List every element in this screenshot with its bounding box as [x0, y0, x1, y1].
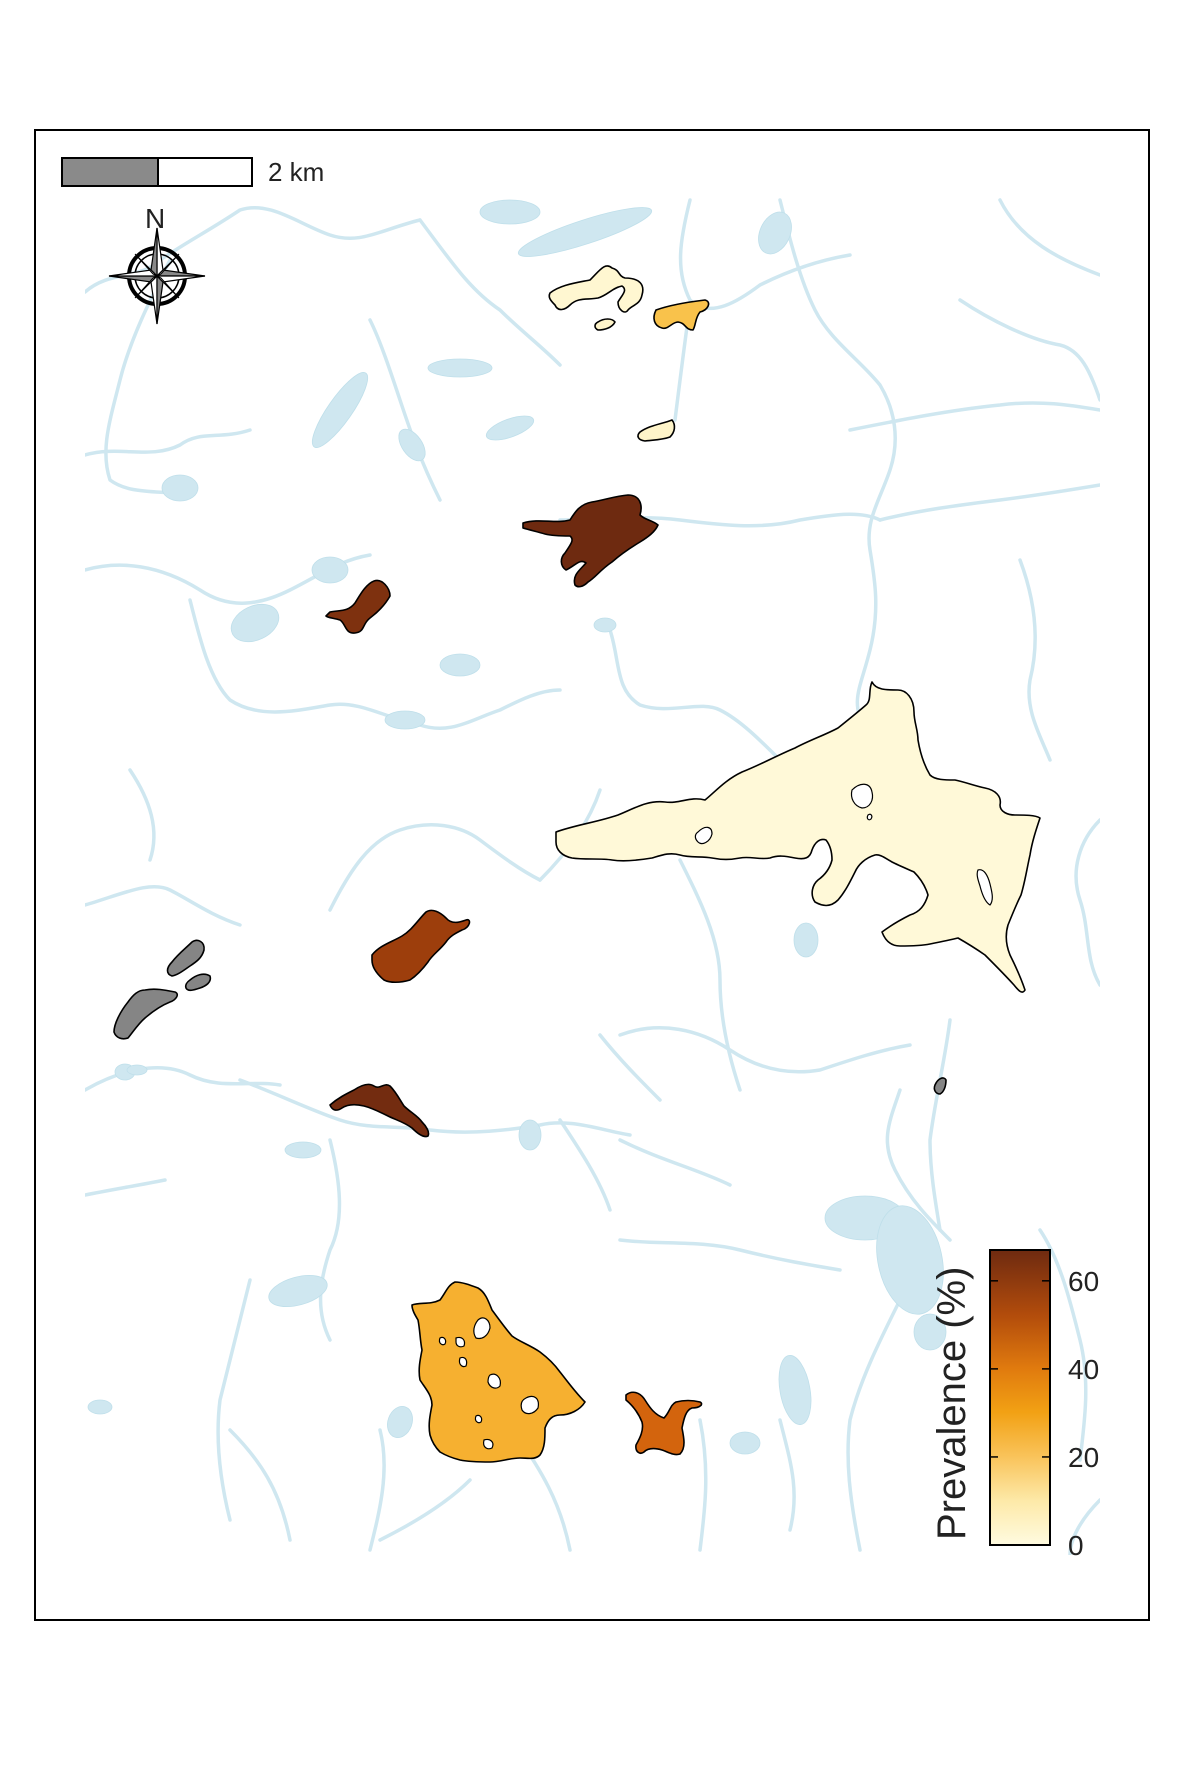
island-6 — [455, 1336, 466, 1348]
legend: Prevalence (%) 0 20 40 60 — [930, 1249, 1099, 1561]
lake-west-grey-1[interactable] — [166, 939, 205, 977]
north-arrow: N — [108, 203, 206, 325]
island-5 — [473, 1317, 491, 1340]
legend-tick-label: 20 — [1068, 1442, 1099, 1473]
lake-west-upper[interactable] — [325, 579, 391, 634]
lake-north-3[interactable] — [637, 419, 676, 442]
lake-north-1[interactable] — [548, 265, 644, 313]
island-2 — [694, 826, 713, 845]
lake-west-grey-3[interactable] — [113, 988, 178, 1040]
island-1 — [850, 783, 874, 809]
island-10 — [438, 1336, 447, 1346]
legend-colorbar — [989, 1249, 1051, 1546]
lake-south-large[interactable] — [411, 1281, 586, 1463]
scale-bar-white-segment — [157, 157, 253, 187]
lake-east-grey-small[interactable] — [933, 1077, 947, 1095]
legend-tick-label: 60 — [1068, 1266, 1099, 1297]
lake-central[interactable] — [371, 909, 471, 984]
island-8 — [487, 1373, 501, 1389]
lake-north-2[interactable] — [653, 299, 710, 331]
scale-bar: 2 km — [61, 157, 324, 187]
north-label: N — [145, 203, 165, 234]
island-4 — [866, 813, 873, 821]
legend-tick-label: 0 — [1068, 1530, 1084, 1561]
sampled-lakes — [113, 265, 1041, 1463]
lake-central-south[interactable] — [329, 1083, 430, 1138]
lake-west-grey-2[interactable] — [184, 973, 212, 992]
lake-north-small[interactable] — [594, 318, 616, 331]
legend-tick-label: 40 — [1068, 1354, 1099, 1385]
water-bodies — [87, 199, 947, 1455]
island-9 — [520, 1395, 539, 1415]
compass-rose-icon — [108, 227, 206, 325]
scale-bar-label: 2 km — [268, 157, 324, 187]
legend-title: Prevalence (%) — [930, 1267, 974, 1540]
island-3 — [976, 869, 993, 906]
island-12 — [474, 1414, 483, 1424]
lake-large-east[interactable] — [555, 681, 1041, 993]
lake-central-north[interactable] — [522, 494, 659, 588]
legend-ticks: 0 20 40 60 — [990, 1266, 1099, 1561]
island-7 — [458, 1356, 468, 1368]
scale-bar-grey-segment — [61, 157, 159, 187]
island-11 — [483, 1438, 494, 1450]
lake-south-small[interactable] — [625, 1391, 703, 1456]
